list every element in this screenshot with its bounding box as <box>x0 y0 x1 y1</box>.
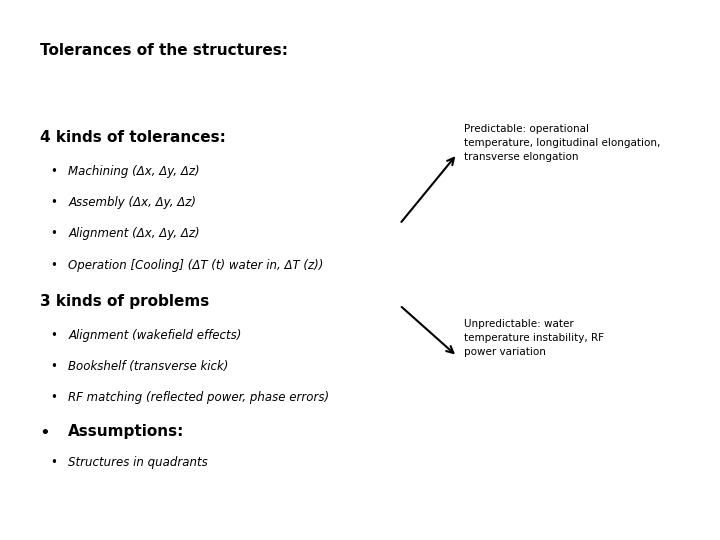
Text: 4 kinds of tolerances:: 4 kinds of tolerances: <box>40 130 225 145</box>
Text: Predictable: operational
temperature, longitudinal elongation,
transverse elonga: Predictable: operational temperature, lo… <box>464 124 661 162</box>
Text: Assumptions:: Assumptions: <box>68 424 185 439</box>
Text: •: • <box>50 259 58 272</box>
Text: •: • <box>50 360 58 373</box>
Text: Machining (Δx, Δy, Δz): Machining (Δx, Δy, Δz) <box>68 165 200 178</box>
Text: RF matching (reflected power, phase errors): RF matching (reflected power, phase erro… <box>68 391 330 404</box>
Text: 3 kinds of problems: 3 kinds of problems <box>40 294 209 309</box>
Text: •: • <box>50 227 58 240</box>
Text: •: • <box>50 456 58 469</box>
Text: •: • <box>40 424 50 442</box>
Text: •: • <box>50 196 58 209</box>
Text: Assembly (Δx, Δy, Δz): Assembly (Δx, Δy, Δz) <box>68 196 197 209</box>
Text: •: • <box>50 391 58 404</box>
Text: Tolerances of the structures:: Tolerances of the structures: <box>40 43 287 58</box>
Text: •: • <box>50 329 58 342</box>
Text: Unpredictable: water
temperature instability, RF
power variation: Unpredictable: water temperature instabi… <box>464 319 604 356</box>
Text: Alignment (Δx, Δy, Δz): Alignment (Δx, Δy, Δz) <box>68 227 200 240</box>
Text: Bookshelf (transverse kick): Bookshelf (transverse kick) <box>68 360 229 373</box>
Text: Structures in quadrants: Structures in quadrants <box>68 456 208 469</box>
Text: Alignment (wakefield effects): Alignment (wakefield effects) <box>68 329 242 342</box>
Text: Operation [Cooling] (ΔT (t) water in, ΔT (z)): Operation [Cooling] (ΔT (t) water in, ΔT… <box>68 259 324 272</box>
Text: •: • <box>50 165 58 178</box>
